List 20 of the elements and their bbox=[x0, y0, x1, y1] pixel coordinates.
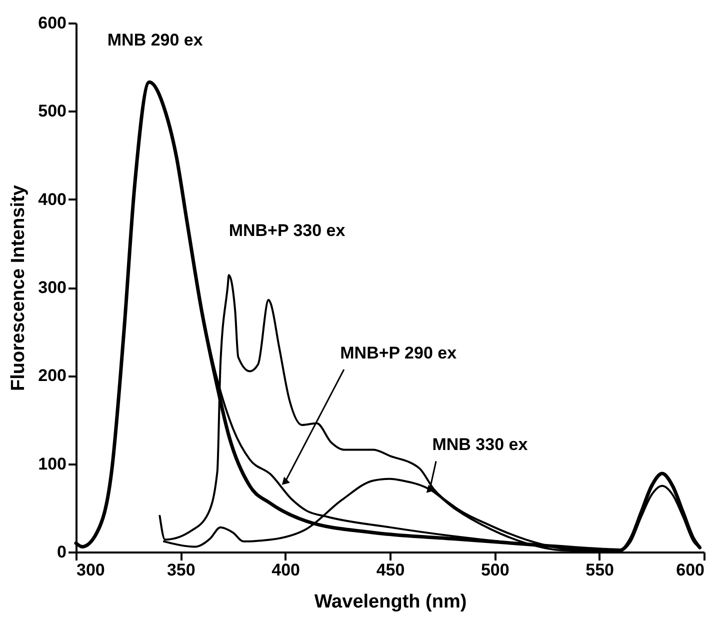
annotation: MNB 290 ex bbox=[107, 30, 204, 50]
x-tick-label: 400 bbox=[272, 560, 300, 580]
annotation: MNB 330 ex bbox=[432, 435, 528, 454]
y-tick-label: 400 bbox=[38, 190, 66, 209]
y-tick-label: 200 bbox=[38, 366, 66, 386]
x-tick-label: 500 bbox=[480, 560, 510, 580]
x-tick-label: 550 bbox=[586, 560, 614, 580]
y-tick-label: 100 bbox=[38, 454, 66, 474]
x-tick-label: 350 bbox=[166, 560, 196, 580]
x-tick-label: 300 bbox=[76, 560, 105, 580]
y-tick-label: 500 bbox=[38, 102, 66, 121]
annotation: MNB+P 330 ex bbox=[228, 220, 346, 240]
annotation: MNB+P 290 ex bbox=[340, 343, 458, 362]
y-tick-label: 300 bbox=[38, 278, 66, 297]
x-axis-title: Wavelength (nm) bbox=[314, 592, 467, 612]
x-tick-label: 600 bbox=[676, 560, 704, 580]
y-tick-label: 600 bbox=[38, 14, 66, 32]
y-tick-label: 0 bbox=[57, 542, 66, 562]
y-axis-title: Fluorescence Intensity bbox=[8, 184, 30, 391]
x-tick-label: 450 bbox=[376, 560, 405, 580]
